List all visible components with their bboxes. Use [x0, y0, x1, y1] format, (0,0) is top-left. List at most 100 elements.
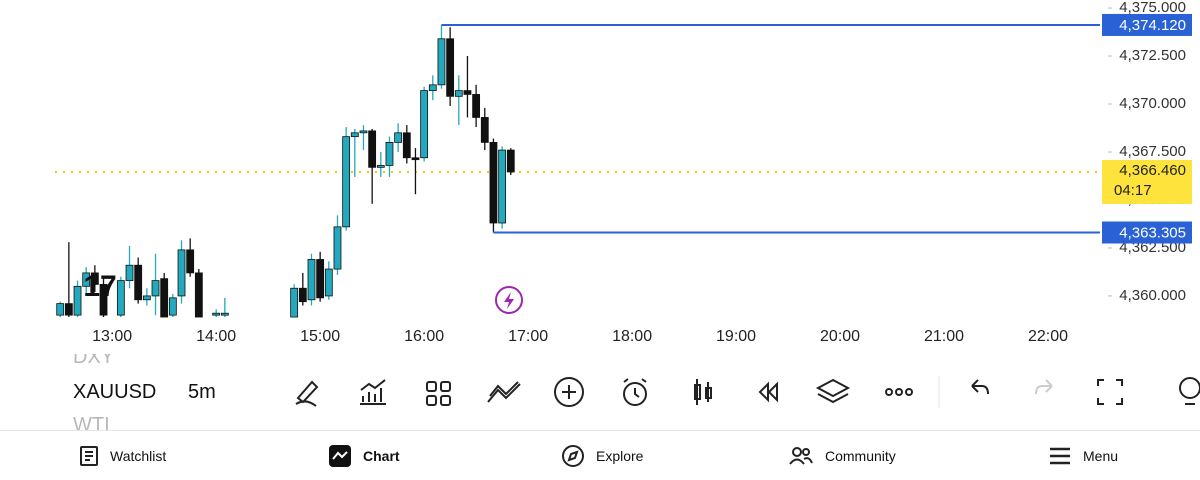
- logo: 17: [83, 270, 116, 303]
- nav-label: Community: [825, 447, 896, 464]
- candle-body: [125, 264, 134, 281]
- candle-body: [220, 312, 229, 316]
- x-tick-label: 13:00: [92, 328, 132, 345]
- price-label: 4,374.120: [1119, 17, 1186, 34]
- candle-body: [480, 117, 489, 143]
- candle-body: [385, 141, 394, 166]
- candle-body: [99, 284, 108, 316]
- symbol[interactable]: XAUUSD 5m: [73, 381, 216, 404]
- bottom-nav: Watchlist Chart Explore Community Menu: [0, 430, 1200, 480]
- more[interactable]: [885, 388, 913, 396]
- objects[interactable]: [815, 378, 851, 404]
- symbol-name: DXY: [73, 346, 115, 368]
- nav-item[interactable]: Menu: [1049, 431, 1118, 480]
- candle-body: [194, 272, 203, 318]
- candle-body: [316, 259, 325, 299]
- y-tick-label: 4,375.000: [1119, 0, 1186, 16]
- x-tick-label: 16:00: [404, 328, 444, 345]
- candle-body: [463, 90, 472, 95]
- last-price-bg: [1102, 159, 1192, 204]
- candle-body: [368, 130, 377, 168]
- candle-body: [298, 287, 307, 303]
- x-tick-label: 20:00: [820, 328, 860, 345]
- alert[interactable]: [623, 378, 647, 406]
- chart: 13:00 14:00 15:00 16:00 17:00 18:00 19:00 20:00…: [55, 0, 1192, 345]
- countdown: 04:17: [1114, 182, 1152, 199]
- idea[interactable]: [1179, 377, 1200, 405]
- candle-body: [307, 259, 316, 301]
- candle-body: [506, 149, 515, 173]
- candle-body: [428, 84, 437, 91]
- candle-body: [134, 264, 143, 301]
- candle-body: [142, 295, 151, 301]
- candle-body: [472, 94, 481, 118]
- y-tick-label: 4,372.500: [1119, 47, 1186, 64]
- candle-body: [402, 132, 411, 159]
- candle-body: [151, 280, 160, 297]
- event-bolt: [504, 292, 514, 309]
- event-icon[interactable]: [495, 286, 523, 314]
- replay[interactable]: [758, 381, 778, 403]
- x-tick-label: 15:00: [300, 328, 340, 345]
- nav-item[interactable]: Community: [789, 431, 896, 480]
- candle-body: [333, 226, 342, 270]
- candle-body: [56, 303, 65, 316]
- candle-body: [411, 157, 420, 161]
- symbol[interactable]: DXY 1m: [73, 346, 115, 369]
- x-tick-label: 18:00: [612, 328, 652, 345]
- candle-body: [290, 287, 299, 318]
- nav-label: Explore: [596, 447, 644, 464]
- last-price-label: 4,366.460: [1119, 162, 1186, 179]
- candle-body: [420, 90, 429, 159]
- nav-label: Menu: [1083, 447, 1119, 464]
- x-tick-label: 22:00: [1028, 328, 1068, 345]
- candle-body: [454, 90, 463, 97]
- candle-body: [394, 132, 403, 143]
- chart-type[interactable]: [694, 379, 712, 405]
- undo[interactable]: [971, 379, 989, 395]
- y-tick-label: 4,367.500: [1119, 143, 1186, 160]
- candle-body: [324, 268, 333, 297]
- candle-body: [446, 38, 455, 97]
- add[interactable]: [554, 377, 584, 407]
- toolbar: [295, 376, 1200, 408]
- candle-body: [160, 278, 169, 318]
- price-label-bg: [1102, 221, 1192, 244]
- interval: 5m: [188, 381, 216, 403]
- nav-item[interactable]: Watchlist: [80, 431, 166, 480]
- candle-body: [186, 249, 195, 274]
- x-tick-label: 14:00: [196, 328, 236, 345]
- candle-body: [359, 130, 368, 134]
- candle-body: [489, 141, 498, 224]
- candle-body: [342, 136, 351, 228]
- candle-body: [64, 303, 73, 316]
- y-tick-label: 4,360.000: [1119, 287, 1186, 304]
- y-tick-label: 4,370.000: [1119, 95, 1186, 112]
- candle-body: [90, 272, 99, 285]
- fullscreen[interactable]: [1097, 379, 1123, 405]
- x-tick-label: 21:00: [924, 328, 964, 345]
- candle-body: [212, 312, 221, 316]
- x-tick-label: 17:00: [508, 328, 548, 345]
- x-tick-label: 19:00: [716, 328, 756, 345]
- price-label: 4,363.305: [1119, 224, 1186, 241]
- draw-tool[interactable]: [295, 380, 319, 407]
- nav-item[interactable]: Chart: [329, 431, 400, 480]
- redo[interactable]: [1035, 379, 1053, 395]
- price-label-bg: [1102, 13, 1192, 36]
- compare[interactable]: [487, 381, 521, 403]
- symbol[interactable]: WTI 15m: [73, 414, 110, 436]
- layouts[interactable]: [426, 381, 451, 406]
- indicators[interactable]: [360, 379, 386, 405]
- candle-body: [116, 280, 125, 316]
- candle-body: [437, 38, 446, 86]
- candle-body: [82, 272, 91, 287]
- candle-body: [168, 297, 177, 316]
- nav-label: Watchlist: [110, 447, 167, 464]
- symbol-name: XAUUSD: [73, 381, 157, 403]
- nav-item[interactable]: Explore: [562, 431, 643, 480]
- candle-body: [177, 249, 186, 297]
- symbol-name: WTI: [73, 414, 110, 436]
- candle-body: [350, 132, 359, 138]
